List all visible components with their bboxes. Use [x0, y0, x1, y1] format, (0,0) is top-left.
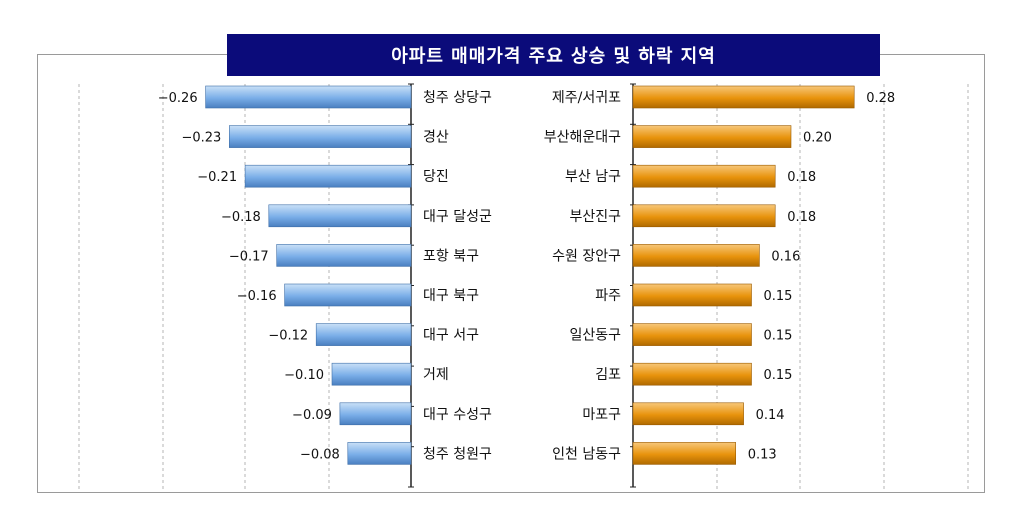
decline-value-label: −0.12 [268, 329, 308, 344]
rise-value-label: 0.20 [803, 131, 832, 146]
decline-category-label: 거제 [423, 367, 449, 383]
rise-value-label: 0.16 [771, 249, 800, 264]
decline-value-label: −0.26 [158, 91, 198, 106]
decline-value-label: −0.10 [284, 368, 324, 383]
decline-value-label: −0.23 [181, 131, 221, 146]
decline-value-label: −0.17 [229, 249, 269, 264]
decline-category-label: 포항 북구 [423, 248, 479, 264]
decline-value-label: −0.09 [292, 408, 332, 423]
decline-bar [244, 164, 412, 188]
decline-bar [205, 85, 412, 109]
decline-bar [229, 125, 412, 148]
decline-category-label: 청주 청원구 [423, 446, 492, 462]
rise-category-label: 김포 [595, 367, 621, 383]
decline-category-label: 경산 [423, 130, 449, 146]
labels: −0.26 청주 상당구 0.28 제주/서귀포 −0.23 경산 0.20 부산해운대구 −0… [158, 90, 895, 462]
rise-bar [632, 85, 855, 109]
decline-value-label: −0.16 [237, 289, 277, 304]
decline-bar [315, 323, 412, 346]
rise-category-label: 부산 남구 [565, 169, 621, 185]
decline-category-label: 대구 북구 [423, 288, 479, 304]
decline-category-label: 대구 서구 [423, 328, 479, 344]
bars [205, 85, 855, 465]
rise-category-label: 부산진구 [569, 209, 621, 225]
decline-value-label: −0.21 [197, 170, 237, 185]
rise-value-label: 0.28 [866, 91, 895, 106]
grid-lines [78, 84, 969, 490]
rise-category-label: 수원 장안구 [552, 248, 621, 264]
rise-value-label: 0.18 [787, 170, 816, 185]
rise-category-label: 인천 남동구 [552, 446, 621, 462]
rise-category-label: 마포구 [582, 407, 621, 423]
decline-bar [347, 442, 412, 465]
decline-bar [276, 244, 412, 267]
rise-bar [632, 244, 760, 267]
rise-bar [632, 164, 776, 188]
rise-category-label: 파주 [595, 288, 621, 304]
decline-bar [284, 283, 412, 307]
chart-title: 아파트 매매가격 주요 상승 및 하락 지역 [227, 34, 880, 76]
rise-bar [632, 442, 736, 465]
decline-category-label: 청주 상당구 [423, 90, 492, 106]
decline-bar [339, 402, 412, 426]
decline-bar [331, 362, 412, 386]
rise-value-label: 0.14 [756, 408, 785, 423]
rise-value-label: 0.15 [764, 368, 793, 383]
rise-value-label: 0.18 [787, 210, 816, 225]
rise-category-label: 일산동구 [569, 328, 621, 344]
decline-bar [268, 204, 412, 228]
decline-category-label: 대구 수성구 [423, 407, 492, 423]
rise-category-label: 제주/서귀포 [552, 90, 621, 106]
rise-bar [632, 125, 792, 148]
rise-value-label: 0.13 [748, 447, 777, 462]
rise-bar [632, 402, 744, 426]
rise-value-label: 0.15 [764, 289, 793, 304]
rise-bar [632, 204, 776, 228]
rise-value-label: 0.15 [764, 329, 793, 344]
rise-bar [632, 323, 752, 346]
decline-value-label: −0.08 [300, 447, 340, 462]
decline-category-label: 당진 [423, 169, 449, 185]
decline-value-label: −0.18 [221, 210, 261, 225]
rise-category-label: 부산해운대구 [544, 130, 621, 146]
rise-bar [632, 362, 752, 386]
rise-bar [632, 283, 752, 307]
decline-category-label: 대구 달성군 [423, 209, 492, 225]
chart-frame [37, 54, 985, 493]
